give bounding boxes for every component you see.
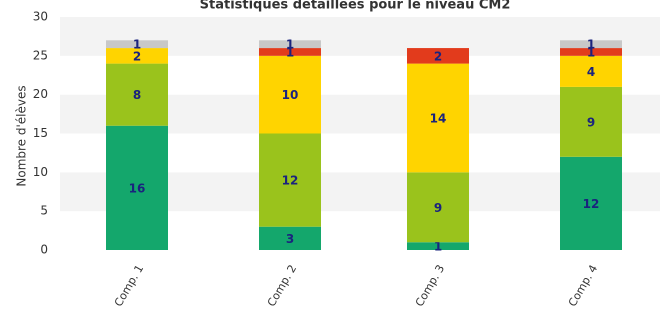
y-tick-label: 30 — [33, 10, 48, 24]
bar-segment — [407, 48, 469, 64]
segment-value-label: 9 — [434, 201, 442, 215]
bar-segment — [259, 55, 321, 134]
x-tick-label: Comp. 3 — [413, 263, 447, 309]
y-tick-label: 0 — [40, 243, 48, 257]
bar-segment — [259, 48, 321, 56]
x-tick-label: Comp. 4 — [566, 263, 600, 309]
segment-value-label: 9 — [587, 115, 595, 129]
bar-segment — [560, 86, 622, 157]
bar-segment — [560, 55, 622, 87]
segment-value-label: 1 — [286, 45, 294, 59]
segment-value-label: 4 — [587, 65, 595, 79]
segment-value-label: 12 — [583, 197, 600, 211]
segment-value-label: 2 — [133, 49, 141, 63]
bar-segment — [407, 242, 469, 250]
bar-segment — [560, 156, 622, 250]
segment-value-label: 1 — [434, 240, 442, 254]
y-tick-label: 25 — [33, 48, 48, 62]
segment-value-label: 1 — [286, 38, 294, 52]
bar-segment — [259, 226, 321, 250]
bar-segment — [106, 63, 168, 126]
segment-value-label: 1 — [587, 38, 595, 52]
x-tick-label: Comp. 2 — [265, 263, 299, 309]
bar-segment — [106, 125, 168, 250]
y-tick-label: 20 — [33, 87, 48, 101]
x-axis-ticks: Comp. 1 Comp. 2 Comp. 3 Comp. 4 — [112, 263, 600, 309]
segment-value-label: 3 — [286, 232, 294, 246]
chart-title: Statistiques détaillées pour le niveau C… — [200, 0, 511, 13]
x-tick-label: Comp. 1 — [112, 263, 146, 309]
bar-segment — [560, 48, 622, 56]
bar-segment — [259, 133, 321, 227]
bar-segment — [106, 48, 168, 64]
segment-value-label: 2 — [434, 49, 442, 63]
y-tick-label: 5 — [40, 204, 48, 218]
y-tick-label: 10 — [33, 165, 48, 179]
segment-value-label: 8 — [133, 88, 141, 102]
y-axis-ticks: 0 5 10 15 20 25 30 — [33, 10, 48, 257]
bar-segment — [560, 40, 622, 49]
segment-value-label: 16 — [129, 181, 146, 195]
segment-value-label: 12 — [282, 174, 299, 188]
segment-value-label: 14 — [430, 111, 447, 125]
segment-value-label: 1 — [587, 45, 595, 59]
segment-value-label: 10 — [282, 88, 299, 102]
bar-segment — [259, 40, 321, 49]
y-axis-label: Nombre d'élèves — [15, 85, 29, 186]
segment-value-label: 1 — [133, 38, 141, 52]
bar-segment — [407, 172, 469, 243]
y-tick-label: 15 — [33, 126, 48, 140]
bar-segment — [407, 63, 469, 173]
bar-segment — [106, 40, 168, 49]
